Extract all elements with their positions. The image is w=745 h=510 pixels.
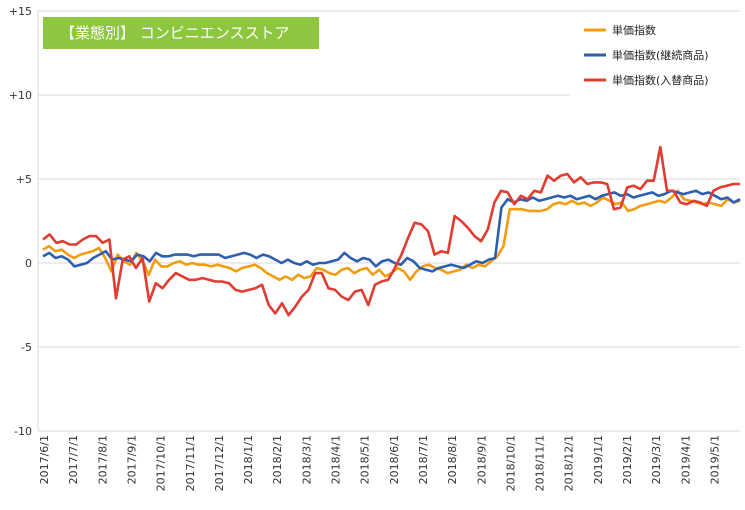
x-tick-label: 2017/6/1 (38, 435, 51, 484)
x-tick-label: 2018/7/1 (417, 435, 430, 484)
x-tick-label: 2018/8/1 (446, 435, 459, 484)
y-tick-label: -10 (14, 425, 32, 438)
y-tick-label: +10 (9, 89, 32, 102)
series-line-continuing-items (42, 189, 741, 273)
x-tick-label: 2019/4/1 (679, 435, 692, 484)
series-line-replacement-items (42, 145, 740, 317)
x-tick-label: 2019/3/1 (650, 435, 663, 484)
x-tick-label: 2017/9/1 (125, 435, 138, 484)
x-tick-label: 2018/10/1 (504, 435, 517, 491)
x-tick-label: 2018/1/1 (242, 435, 255, 484)
y-axis-ticks: +15 +10 +5 0 -5 -10 (9, 5, 32, 438)
legend-label-unit-price-index: 単価指数 (612, 23, 656, 37)
x-tick-label: 2018/6/1 (388, 435, 401, 484)
x-tick-label: 2019/1/1 (592, 435, 605, 484)
x-tick-label: 2017/10/1 (155, 435, 168, 491)
series-line-unit-price-index (42, 189, 741, 282)
legend-label-replacement-items: 単価指数(入替商品) (612, 73, 709, 87)
y-tick-label: 0 (25, 257, 32, 270)
chart-title: 【業態別】 コンビニエンスストア (43, 17, 319, 49)
chart-title-text: 【業態別】 コンビニエンスストア (60, 24, 289, 42)
x-tick-label: 2017/12/1 (213, 435, 226, 491)
x-tick-label: 2018/9/1 (475, 435, 488, 484)
x-axis-ticks: 2017/6/1 2017/7/1 2017/8/1 2017/9/1 2017/10/… (38, 435, 721, 491)
y-tick-label: -5 (21, 341, 32, 354)
x-tick-label: 2018/3/1 (300, 435, 313, 484)
x-tick-label: 2018/12/1 (563, 435, 576, 491)
y-tick-label: +5 (16, 173, 32, 186)
x-tick-label: 2018/4/1 (330, 435, 343, 484)
series-lines (42, 145, 741, 317)
x-tick-label: 2017/11/1 (184, 435, 197, 491)
legend: 単価指数 単価指数(継続商品) 単価指数(入替商品) (570, 12, 740, 98)
x-tick-label: 2019/5/1 (708, 435, 721, 484)
x-tick-label: 2017/7/1 (67, 435, 80, 484)
legend-label-continuing-items: 単価指数(継続商品) (612, 48, 709, 62)
x-tick-label: 2018/2/1 (271, 435, 284, 484)
x-tick-label: 2019/2/1 (621, 435, 634, 484)
chart-title-background (43, 17, 319, 49)
x-tick-label: 2017/8/1 (96, 435, 109, 484)
x-tick-label: 2018/11/1 (534, 435, 547, 491)
y-tick-label: +15 (9, 5, 32, 18)
x-tick-label: 2018/5/1 (359, 435, 372, 484)
